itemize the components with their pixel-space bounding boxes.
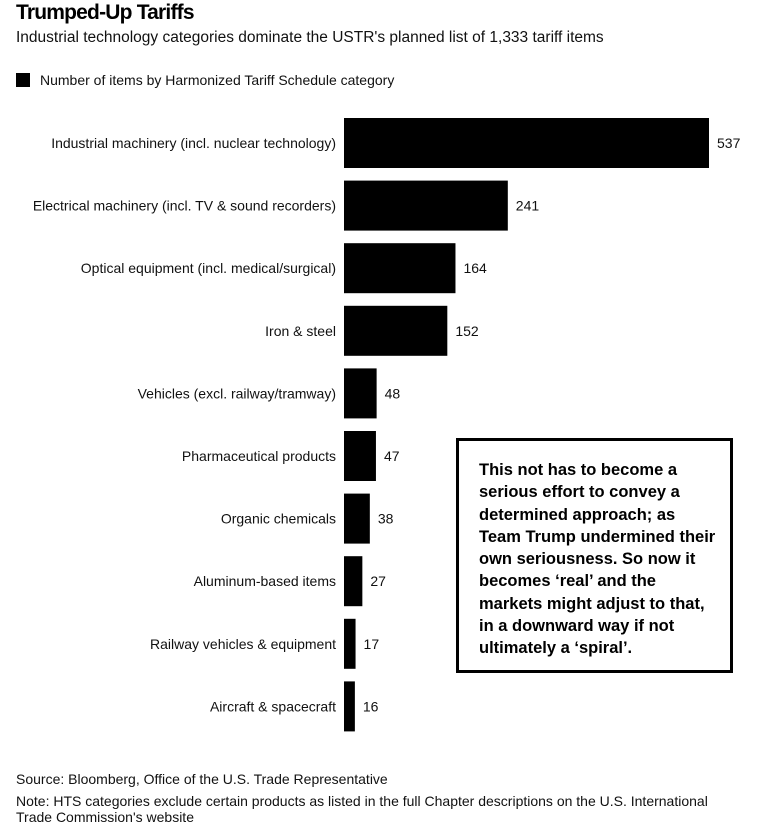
category-label: Industrial machinery (incl. nuclear tech… bbox=[51, 135, 336, 151]
value-label: 164 bbox=[463, 260, 487, 276]
value-label: 48 bbox=[385, 385, 401, 401]
legend-label: Number of items by Harmonized Tariff Sch… bbox=[40, 72, 395, 88]
footnote: Note: HTS categories exclude certain pro… bbox=[16, 793, 708, 825]
bar-chart: Industrial machinery (incl. nuclear tech… bbox=[33, 118, 741, 732]
category-label: Aircraft & spacecraft bbox=[210, 698, 336, 714]
bar bbox=[344, 681, 355, 732]
category-label: Aluminum-based items bbox=[194, 573, 336, 589]
value-label: 47 bbox=[384, 448, 400, 464]
chart-subtitle: Industrial technology categories dominat… bbox=[16, 29, 604, 46]
source-note: Source: Bloomberg, Office of the U.S. Tr… bbox=[16, 771, 388, 787]
value-label: 241 bbox=[516, 198, 540, 214]
bar bbox=[344, 305, 448, 356]
legend-swatch bbox=[16, 73, 30, 87]
bar bbox=[344, 493, 370, 544]
value-label: 38 bbox=[378, 511, 394, 527]
value-label: 152 bbox=[455, 323, 479, 339]
bar bbox=[344, 118, 709, 168]
bar bbox=[344, 180, 508, 231]
value-label: 16 bbox=[363, 698, 379, 714]
annotation-text: This not has to become a serious effort … bbox=[479, 461, 716, 658]
category-label: Pharmaceutical products bbox=[182, 448, 336, 464]
bar bbox=[344, 243, 456, 294]
category-label: Railway vehicles & equipment bbox=[150, 636, 336, 652]
value-label: 537 bbox=[717, 135, 741, 151]
bar bbox=[344, 556, 363, 607]
annotation-box: This not has to become a serious effort … bbox=[456, 438, 733, 673]
category-label: Optical equipment (incl. medical/surgica… bbox=[81, 260, 336, 276]
category-label: Organic chemicals bbox=[221, 511, 336, 527]
bar bbox=[344, 368, 377, 419]
category-label: Vehicles (excl. railway/tramway) bbox=[138, 385, 336, 401]
bar bbox=[344, 618, 356, 669]
value-label: 17 bbox=[364, 636, 380, 652]
category-label: Electrical machinery (incl. TV & sound r… bbox=[33, 198, 336, 214]
category-label: Iron & steel bbox=[265, 323, 336, 339]
value-label: 27 bbox=[370, 573, 386, 589]
chart-title: Trumped-Up Tariffs bbox=[16, 1, 195, 24]
bar bbox=[344, 431, 376, 481]
legend: Number of items by Harmonized Tariff Sch… bbox=[16, 72, 394, 88]
